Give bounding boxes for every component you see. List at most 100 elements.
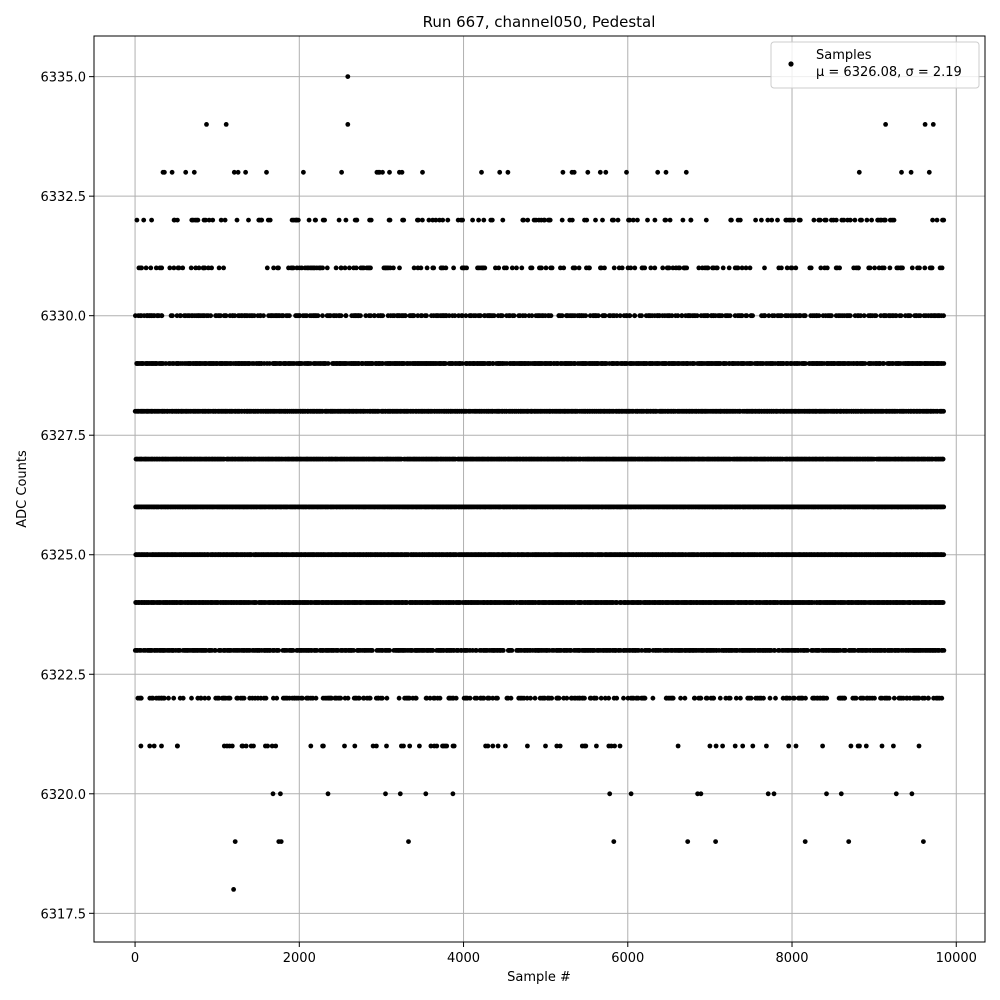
data-point xyxy=(387,648,392,653)
data-point xyxy=(748,695,754,701)
data-point xyxy=(384,695,390,701)
data-point xyxy=(150,695,156,701)
data-point xyxy=(598,695,604,701)
data-point xyxy=(614,695,620,701)
scatter-points xyxy=(132,74,947,892)
data-point xyxy=(345,695,351,701)
data-point xyxy=(369,648,375,653)
data-point xyxy=(407,695,412,701)
data-point xyxy=(711,695,717,701)
data-point xyxy=(602,695,608,701)
data-point xyxy=(698,695,704,701)
data-point xyxy=(692,695,698,701)
data-point xyxy=(263,695,269,701)
data-point xyxy=(177,648,183,653)
data-point xyxy=(842,695,848,701)
data-point xyxy=(528,695,533,701)
data-point xyxy=(437,695,443,701)
data-point xyxy=(356,695,362,701)
data-point xyxy=(717,695,723,701)
data-point xyxy=(453,695,459,701)
data-point xyxy=(941,552,947,558)
data-point xyxy=(495,695,500,701)
data-point xyxy=(642,695,648,701)
data-point xyxy=(500,648,506,653)
data-point xyxy=(787,695,793,701)
data-point xyxy=(772,648,777,653)
data-point xyxy=(276,648,281,653)
data-point xyxy=(241,695,247,701)
data-point xyxy=(212,648,218,653)
data-point xyxy=(670,695,676,701)
data-point xyxy=(941,408,946,414)
data-point xyxy=(180,695,186,701)
data-point xyxy=(761,695,766,701)
data-point xyxy=(792,695,797,701)
data-point xyxy=(189,695,194,701)
data-point xyxy=(872,695,877,701)
data-point xyxy=(650,695,656,701)
data-point xyxy=(474,695,480,701)
data-point xyxy=(940,600,946,605)
data-point xyxy=(853,695,859,701)
data-point xyxy=(430,648,436,653)
data-point xyxy=(939,695,945,701)
data-point xyxy=(886,695,892,701)
data-point xyxy=(300,695,305,701)
data-point xyxy=(564,695,570,701)
data-point xyxy=(639,648,645,653)
data-point xyxy=(367,695,373,701)
data-point xyxy=(379,695,385,701)
data-point xyxy=(206,695,212,701)
data-point xyxy=(524,695,530,701)
data-point xyxy=(803,695,808,701)
data-point xyxy=(940,456,946,462)
data-point xyxy=(941,648,947,653)
data-point xyxy=(767,695,773,701)
data-point xyxy=(647,648,652,653)
data-point xyxy=(843,648,848,653)
data-point xyxy=(549,695,555,701)
data-point xyxy=(427,695,433,701)
data-point xyxy=(738,695,743,701)
data-point xyxy=(486,695,492,701)
data-point xyxy=(861,695,866,701)
data-point xyxy=(227,695,233,701)
data-point xyxy=(916,695,922,701)
data-point xyxy=(891,695,897,701)
data-point xyxy=(532,695,538,701)
data-point xyxy=(202,695,208,701)
data-point xyxy=(824,695,830,701)
data-point xyxy=(473,648,479,653)
data-point xyxy=(481,695,487,701)
data-point xyxy=(682,695,688,701)
data-point xyxy=(926,695,931,701)
data-point xyxy=(907,695,913,701)
data-point xyxy=(490,695,496,701)
data-point xyxy=(582,695,587,701)
data-point xyxy=(274,695,280,701)
grid xyxy=(94,36,985,942)
data-point xyxy=(290,648,296,653)
data-point xyxy=(941,504,947,510)
data-point xyxy=(805,648,810,653)
data-point xyxy=(351,648,356,653)
data-point xyxy=(166,695,171,701)
data-point xyxy=(198,695,204,701)
data-point xyxy=(396,695,402,701)
data-point xyxy=(424,695,430,701)
data-point xyxy=(773,695,778,701)
data-point xyxy=(271,695,276,701)
data-point xyxy=(509,648,515,653)
data-point xyxy=(508,695,514,701)
data-point xyxy=(338,695,344,701)
data-point xyxy=(171,695,177,701)
data-point xyxy=(727,695,733,701)
data-point xyxy=(733,695,739,701)
data-point xyxy=(556,695,562,701)
data-point xyxy=(329,695,334,701)
data-point xyxy=(216,695,222,701)
data-point xyxy=(704,695,710,701)
data-point xyxy=(922,695,927,701)
data-point xyxy=(138,695,144,701)
